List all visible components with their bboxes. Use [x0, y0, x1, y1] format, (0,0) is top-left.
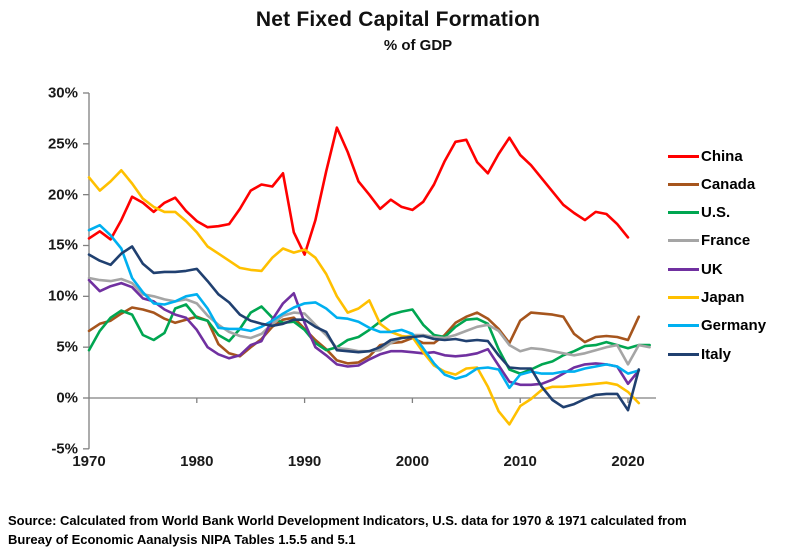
legend-item-germany: Germany	[668, 316, 766, 336]
series-line-uk	[87, 278, 641, 387]
legend-item-us: U.S.	[668, 203, 730, 223]
series-line-canada	[87, 306, 641, 365]
chart-subtitle: % of GDP	[383, 37, 453, 54]
legend-swatch-icon	[668, 324, 699, 328]
legend-label: Japan	[701, 289, 745, 306]
legend-label: U.S.	[701, 204, 731, 222]
legend-item-italy: Italy	[668, 344, 731, 364]
series-line-us	[87, 303, 651, 375]
legend-label: China	[701, 147, 743, 165]
y-tick-label: 30%	[47, 84, 78, 102]
source-note: Source: Calculated from World Bank World…	[8, 511, 788, 549]
legend-item-canada: Canada	[668, 174, 755, 194]
legend-swatch-icon	[668, 239, 699, 243]
y-tick-label: -5%	[51, 440, 78, 458]
x-tick-label: 1970	[72, 453, 106, 470]
y-tick-label: 15%	[47, 236, 78, 254]
y-tick-label: 5%	[56, 338, 78, 356]
x-tick-label: 1980	[180, 453, 214, 470]
legend-label: France	[701, 232, 751, 250]
y-tick-label: 10%	[47, 287, 78, 305]
series-line-japan	[87, 169, 641, 426]
legend-item-japan: Japan	[668, 288, 744, 308]
legend-swatch-icon	[668, 211, 699, 215]
legend-swatch-icon	[668, 352, 699, 356]
legend-swatch-icon	[668, 154, 699, 158]
x-tick-label: 2000	[395, 453, 430, 470]
legend-swatch-icon	[668, 267, 699, 271]
legend-label: Germany	[701, 317, 767, 335]
series-line-italy	[87, 245, 641, 412]
source-line-2: Bureay of Economic Aanalysis NIPA Tables…	[8, 532, 356, 547]
legend-label: UK	[701, 260, 723, 278]
chart-title: Net Fixed Capital Formation	[255, 8, 541, 31]
series-line-china	[87, 126, 630, 256]
y-tick-label: 0%	[56, 389, 78, 407]
legend-label: Italy	[701, 345, 732, 363]
source-line-1: Source: Calculated from World Bank World…	[8, 513, 687, 528]
series-line-germany	[87, 223, 641, 390]
y-tick-label: 20%	[47, 186, 78, 204]
legend-item-uk: UK	[668, 259, 723, 279]
legend-item-france: France	[668, 231, 750, 251]
x-tick-label: 2010	[503, 453, 537, 470]
legend-swatch-icon	[668, 296, 699, 299]
legend-label: Canada	[701, 175, 756, 193]
y-tick-label: 25%	[47, 135, 78, 153]
x-tick-label: 2020	[611, 453, 645, 470]
legend-swatch-icon	[668, 182, 699, 186]
x-tick-label: 1990	[287, 453, 322, 470]
legend-item-china: China	[668, 146, 743, 166]
